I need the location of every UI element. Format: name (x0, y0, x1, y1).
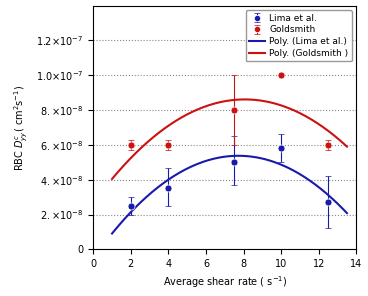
Poly. (Lima et al.) (251, 155, 255, 159)
X-axis label: Average shear rate ( s$^{-1}$): Average shear rate ( s$^{-1}$) (163, 275, 287, 290)
Poly. (Lima et al.) (309, 179, 313, 183)
Poly. (Lima et al.) (345, 211, 349, 215)
Poly. (Goldsmith ) (251, 98, 255, 102)
Poly. (Lima et al.) (250, 155, 254, 158)
Poly. (Lima et al.) (323, 191, 328, 195)
Poly. (Goldsmith ) (111, 176, 115, 180)
Line: Poly. (Goldsmith ): Poly. (Goldsmith ) (112, 99, 347, 179)
Poly. (Lima et al.) (111, 231, 115, 234)
Poly. (Goldsmith ) (254, 98, 259, 102)
Poly. (Goldsmith ) (309, 117, 313, 121)
Poly. (Goldsmith ) (323, 127, 328, 131)
Poly. (Lima et al.) (236, 154, 241, 157)
Poly. (Goldsmith ) (243, 98, 247, 101)
Poly. (Goldsmith ) (250, 98, 254, 102)
Legend: Lima et al., Goldsmith, Poly. (Lima et al.), Poly. (Goldsmith ): Lima et al., Goldsmith, Poly. (Lima et a… (245, 10, 352, 61)
Poly. (Lima et al.) (110, 232, 114, 235)
Y-axis label: RBC $D^{c}_{yy}$( cm$^{2}$s$^{-1}$): RBC $D^{c}_{yy}$( cm$^{2}$s$^{-1}$) (13, 84, 30, 170)
Poly. (Goldsmith ) (345, 145, 349, 148)
Poly. (Goldsmith ) (110, 177, 114, 181)
Line: Poly. (Lima et al.): Poly. (Lima et al.) (112, 156, 347, 234)
Poly. (Lima et al.) (254, 156, 259, 159)
